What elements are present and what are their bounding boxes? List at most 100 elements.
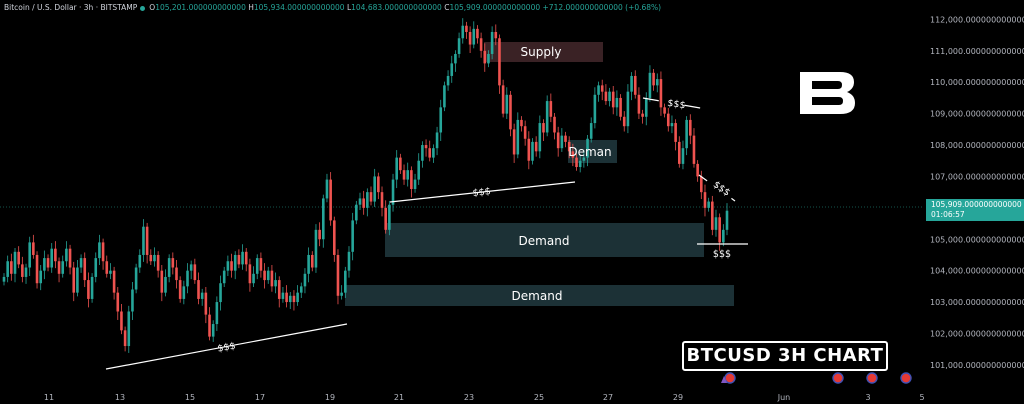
candle-body — [307, 254, 310, 274]
candle-body — [369, 192, 373, 202]
candle-body — [454, 53, 457, 64]
event-flag-icons[interactable] — [721, 372, 912, 384]
b-brand-logo-icon — [800, 72, 856, 118]
candle-body — [2, 276, 6, 282]
candle-body — [340, 292, 343, 296]
supply-zone[interactable] — [484, 42, 603, 62]
candle-body — [446, 75, 450, 86]
x-tick-label: 29 — [673, 393, 683, 402]
demand-zone-upper[interactable] — [385, 223, 704, 257]
candle-body — [160, 270, 164, 293]
candle-body — [424, 145, 428, 149]
candle-body — [600, 85, 604, 92]
candle-body — [556, 132, 560, 149]
candle-body — [619, 97, 622, 117]
flag-icon[interactable] — [724, 372, 736, 384]
candle-body — [681, 148, 685, 164]
candle-body — [703, 192, 707, 208]
candle-body — [395, 157, 398, 180]
candle-body — [622, 116, 626, 127]
candle-body — [68, 248, 72, 268]
open-label: O — [149, 3, 156, 12]
candle-body — [127, 311, 131, 347]
y-tick-label: 104,000.000000000000 — [930, 267, 1024, 276]
candle-body — [564, 135, 567, 142]
demand-small-label: Deman — [568, 145, 611, 159]
x-tick-label: 15 — [185, 393, 195, 402]
last-price-tag: 105,909.000000000000 01:06:57 — [926, 199, 1024, 221]
candle-body — [718, 217, 721, 243]
candle-body — [611, 91, 615, 108]
change-value: +712.000000000000 (+0.68%) — [542, 3, 662, 12]
liquidity-line-right[interactable] — [698, 174, 736, 202]
candle-body — [266, 270, 270, 281]
liquidity-label-top: $$$ — [667, 98, 687, 112]
flag-icon[interactable] — [866, 372, 878, 384]
candle-body — [215, 302, 219, 325]
candle-body — [197, 280, 200, 299]
liquidity-line-mid[interactable] — [389, 181, 576, 203]
liquidity-line-top[interactable] — [642, 97, 707, 110]
candle-body — [578, 160, 582, 168]
candle-body — [351, 220, 354, 252]
candle-body — [549, 101, 553, 117]
candle-body — [171, 258, 175, 268]
candle-body — [186, 270, 189, 287]
candle-body — [61, 261, 65, 274]
candle-body — [711, 201, 714, 230]
candle-body — [248, 264, 252, 284]
price-axis: 112,000.000000000000 111,000.000000000000… — [930, 15, 1024, 369]
candle-body — [299, 286, 303, 293]
candle-body — [6, 261, 9, 277]
candle-body — [465, 25, 468, 32]
event-arrow-icon[interactable] — [721, 376, 727, 383]
y-tick-label: 101,000.000000000000 — [930, 361, 1024, 370]
candle-body — [13, 251, 17, 274]
candle-body — [90, 276, 94, 299]
candle-body — [344, 270, 347, 293]
candle-body — [417, 160, 421, 180]
candle-body — [21, 264, 24, 277]
candle-body — [373, 176, 376, 202]
liquidity-line-lower[interactable] — [105, 323, 348, 370]
candle-body — [505, 94, 509, 114]
demand-zone-lower[interactable] — [345, 285, 734, 306]
candle-body — [366, 192, 369, 208]
flag-icon[interactable] — [832, 372, 844, 384]
candle-body — [303, 273, 307, 287]
candle-body — [167, 258, 171, 277]
candle-body — [476, 28, 479, 39]
y-tick-label: 111,000.000000000000 — [930, 47, 1024, 56]
candle-body — [252, 273, 255, 284]
candle-body — [43, 258, 46, 271]
candle-body — [134, 267, 138, 290]
candle-body — [527, 138, 531, 161]
candle-body — [336, 254, 340, 296]
candle-body — [87, 280, 90, 299]
candle-body — [310, 254, 314, 268]
candle-body — [259, 258, 263, 271]
y-tick-label: 112,000.000000000000 — [930, 15, 1024, 24]
symbol-legend[interactable]: Bitcoin / U.S. Dollar · 3h · BITSTAMP O10… — [4, 3, 661, 12]
candle-body — [35, 254, 39, 284]
candle-body — [652, 72, 655, 86]
candle-body — [325, 179, 329, 199]
candle-body — [219, 283, 222, 303]
candle-body — [182, 286, 186, 299]
candle-body — [450, 63, 454, 76]
candle-body — [531, 141, 534, 161]
liquidity-label-low: $$$ — [713, 249, 731, 260]
candle-body — [377, 176, 380, 193]
candle-body — [83, 258, 87, 281]
candle-body — [285, 292, 288, 303]
candle-body — [98, 242, 101, 259]
candle-body — [685, 119, 688, 149]
candle-body — [193, 264, 197, 281]
candle-body — [663, 107, 666, 114]
candle-body — [700, 176, 703, 193]
candle-body — [714, 217, 718, 230]
flag-icon[interactable] — [900, 372, 912, 384]
last-price-value: 105,909.000000000000 — [931, 200, 1022, 209]
candle-body — [362, 198, 365, 208]
